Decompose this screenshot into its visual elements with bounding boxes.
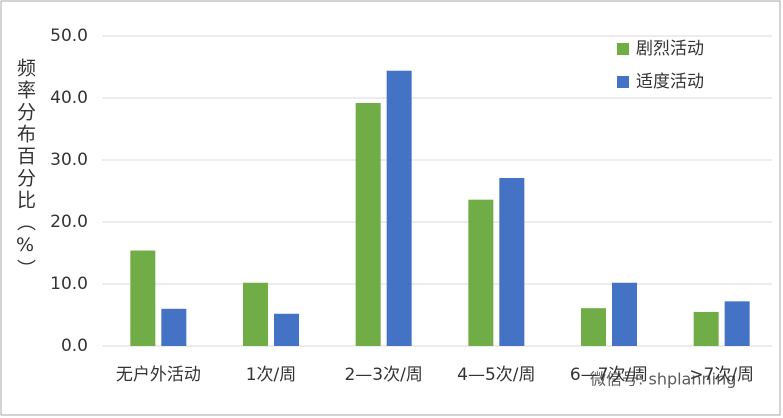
bar (468, 199, 494, 346)
bar (499, 177, 525, 346)
bar (612, 282, 637, 346)
bar (130, 250, 156, 346)
y-tick-label: 20.0 (50, 212, 88, 232)
bar (161, 308, 187, 346)
y-tick-label: 50.0 (50, 26, 88, 46)
bar (243, 282, 268, 346)
y-tick-label: 40.0 (50, 88, 88, 108)
x-tick-label: 2—3次/周 (344, 365, 422, 385)
y-tick-label: 30.0 (50, 150, 88, 170)
x-tick-label: >7次/周 (689, 365, 754, 385)
bar (724, 301, 750, 346)
legend-swatch (617, 43, 629, 55)
x-tick-label: 4—5次/周 (457, 365, 535, 385)
bar (355, 102, 381, 347)
legend-label: 适度活动 (636, 72, 704, 92)
bar (581, 308, 606, 346)
legend-swatch (617, 76, 629, 88)
bar (274, 313, 299, 346)
bar (386, 70, 412, 346)
x-tick-label: 6—7次/周 (570, 365, 648, 385)
y-axis-label: 频率分布百分比（%） (14, 58, 36, 281)
y-tick-label: 0.0 (61, 336, 88, 356)
bar (693, 311, 719, 346)
x-tick-label: 1次/周 (246, 365, 297, 385)
y-tick-label: 10.0 (50, 274, 88, 294)
watermark: 微信号: shplanning (590, 370, 736, 389)
x-tick-label: 无户外活动 (116, 365, 201, 385)
legend-label: 剧烈活动 (636, 39, 704, 59)
